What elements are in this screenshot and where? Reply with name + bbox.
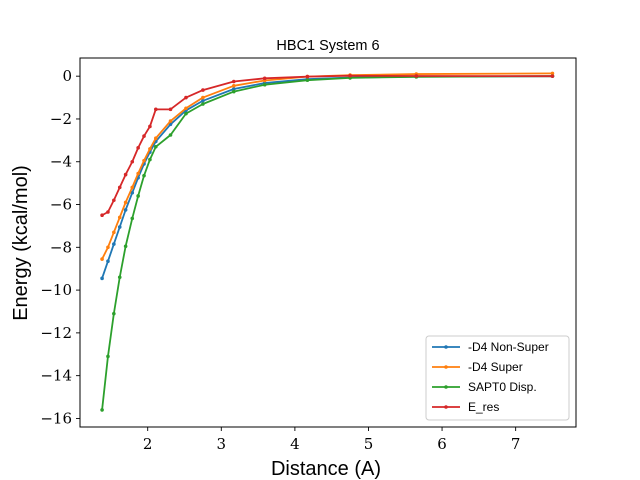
- chart-title: HBC1 System 6: [276, 38, 379, 54]
- legend-label-0: -D4 Non-Super: [468, 340, 549, 354]
- x-tick-label: 4: [290, 435, 300, 453]
- data-point: [168, 133, 173, 137]
- data-point: [148, 157, 152, 162]
- legend-box: [425, 335, 570, 421]
- y-tick-label: −8: [50, 238, 72, 256]
- data-point: [154, 144, 158, 149]
- data-point: [201, 88, 205, 92]
- data-point: [168, 119, 173, 123]
- data-point: [130, 216, 135, 221]
- data-point: [136, 194, 140, 198]
- data-point: [154, 136, 158, 141]
- data-point: [550, 74, 555, 78]
- data-point: [550, 71, 555, 76]
- data-point: [106, 354, 110, 359]
- data-point: [123, 208, 128, 212]
- data-point: [100, 276, 104, 281]
- x-axis-label: Distance (A): [271, 458, 381, 480]
- y-axis-ticks: 0 −2 −4 −6 −8 −10 −12 −14 −16: [40, 67, 80, 427]
- data-point: [142, 173, 146, 178]
- data-point: [184, 111, 188, 116]
- data-point: [112, 230, 116, 235]
- legend-label-1: -D4 Super: [468, 360, 523, 374]
- y-tick-label: −14: [40, 367, 72, 385]
- data-point: [106, 245, 110, 250]
- data-point: [305, 78, 310, 83]
- data-point: [123, 172, 128, 177]
- data-point: [130, 159, 135, 164]
- data-point: [136, 146, 140, 150]
- data-point: [106, 210, 110, 214]
- data-point: [148, 124, 152, 129]
- legend-label-2: SAPT0 Disp.: [468, 380, 537, 394]
- data-point: [130, 190, 135, 195]
- y-tick-label: −16: [40, 409, 72, 427]
- data-point: [348, 73, 352, 78]
- data-point: [232, 87, 236, 91]
- data-point: [305, 74, 310, 79]
- data-point: [117, 185, 122, 190]
- data-point: [201, 102, 205, 106]
- data-point: [106, 259, 110, 264]
- data-point: [100, 213, 104, 218]
- data-point: [142, 158, 146, 163]
- legend: -D4 Non-Super -D4 Super SAPT0 Disp. E_res: [425, 335, 570, 421]
- data-point: [414, 74, 419, 78]
- y-tick-label: −2: [50, 110, 72, 128]
- data-point: [123, 200, 128, 205]
- data-point: [112, 242, 116, 246]
- data-point: [100, 408, 104, 412]
- data-point: [154, 107, 158, 112]
- legend-marker-3: [444, 405, 448, 409]
- data-point: [117, 215, 122, 220]
- y-tick-label: −6: [50, 196, 72, 214]
- y-tick-label: −12: [40, 324, 72, 342]
- x-tick-label: 2: [143, 435, 153, 453]
- x-tick-label: 5: [364, 435, 374, 453]
- data-point: [262, 76, 267, 81]
- data-point: [142, 134, 146, 138]
- data-point: [112, 198, 116, 203]
- legend-marker-0: [444, 345, 448, 349]
- x-tick-label: 7: [511, 435, 521, 453]
- data-point: [232, 84, 236, 88]
- data-point: [112, 311, 116, 316]
- data-point: [201, 98, 205, 103]
- x-tick-label: 3: [217, 435, 227, 453]
- data-point: [232, 89, 236, 94]
- y-tick-label: −10: [40, 281, 72, 299]
- plot-frame: [79, 57, 577, 428]
- data-point: [100, 257, 104, 261]
- plot-area: [100, 71, 555, 412]
- data-point: [262, 82, 267, 87]
- data-point: [130, 185, 135, 190]
- data-point: [232, 79, 236, 84]
- data-point: [168, 107, 173, 112]
- data-point: [148, 147, 152, 151]
- y-tick-label: −4: [50, 153, 72, 171]
- y-tick-label: 0: [62, 67, 72, 85]
- x-tick-label: 6: [437, 435, 447, 453]
- data-point: [184, 106, 188, 111]
- x-axis-ticks: 2 3 4 5 6 7: [143, 427, 520, 453]
- legend-marker-1: [444, 365, 448, 369]
- data-point: [184, 95, 188, 100]
- data-point: [123, 244, 128, 249]
- data-point: [136, 171, 140, 176]
- data-point: [201, 95, 205, 100]
- data-point: [117, 225, 122, 229]
- y-axis-label: Energy (kcal/mol): [10, 165, 32, 321]
- legend-marker-2: [444, 385, 448, 389]
- legend-label-3: E_res: [468, 400, 499, 414]
- data-point: [117, 275, 122, 280]
